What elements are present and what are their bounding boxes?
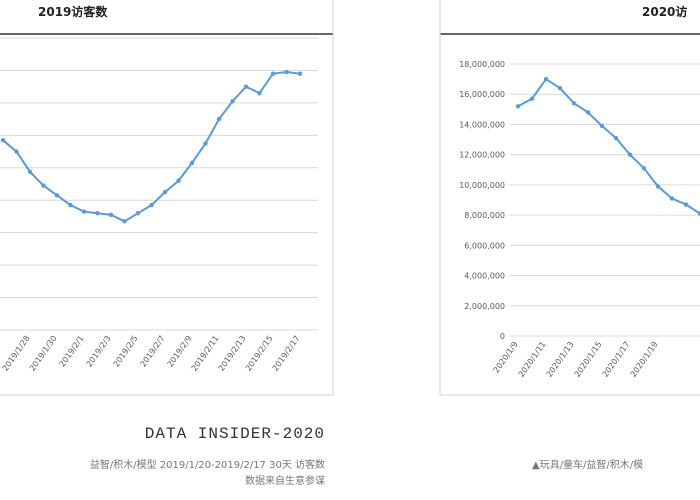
x-tick-label: 2020/1/19 [629, 340, 660, 379]
x-tick-label: 2020/1/17 [601, 340, 632, 379]
chart-title: 2020访 [642, 4, 687, 19]
data-point [270, 71, 276, 76]
x-tick-label: 2020/1/15 [573, 340, 604, 379]
data-point [230, 99, 235, 104]
data-point [68, 202, 73, 208]
y-tick-label: 2,000,000 [464, 302, 505, 311]
data-point [655, 184, 661, 189]
data-point [641, 166, 647, 171]
data-point [14, 149, 19, 154]
data-point [669, 196, 675, 201]
y-tick-label: 4,000,000 [464, 272, 505, 281]
data-point [54, 193, 60, 198]
data-point [176, 178, 181, 183]
y-tick-label: 14,000,000 [459, 120, 505, 129]
data-point [613, 135, 619, 141]
data-point [122, 219, 127, 224]
data-point [41, 183, 46, 188]
data-point [108, 212, 114, 218]
data-point [529, 96, 535, 101]
series-line [517, 77, 700, 215]
data-point [257, 90, 262, 96]
y-tick-label: 10,000,000 [459, 181, 505, 190]
data-point [543, 76, 549, 82]
data-point [571, 101, 577, 106]
footer: DATA INSIDER-2020 [145, 425, 325, 443]
data-point [683, 202, 689, 207]
series-line [2, 71, 301, 223]
y-tick-label: 16,000,000 [459, 90, 505, 99]
data-point [203, 141, 208, 146]
x-tick-label: 2019/2/5 [112, 334, 140, 369]
x-tick-label: 2020/1/9 [492, 340, 520, 375]
data-point [627, 152, 633, 157]
data-point [95, 211, 100, 216]
x-tick-label: 2019/2/3 [85, 334, 113, 369]
data-point [557, 85, 563, 91]
y-tick-label: 18,000,000 [459, 60, 505, 69]
x-tick-label: 2019/2/7 [139, 334, 167, 369]
caption: ▲玩具/童车/益智/积木/模 [532, 458, 643, 471]
data-point [515, 104, 521, 109]
data-point [149, 202, 154, 208]
y-tick-label: 12,000,000 [459, 151, 505, 160]
data-point [297, 71, 303, 76]
data-point [216, 116, 222, 122]
data-point [162, 189, 168, 195]
x-tick-label: 2020/1/11 [517, 340, 548, 379]
data-point [189, 160, 195, 166]
data-point [599, 123, 605, 129]
data-point [27, 169, 33, 175]
data-point [585, 110, 591, 115]
x-tick-label: 2019/2/1 [58, 334, 86, 369]
data-point [0, 138, 6, 143]
y-tick-label: 6,000,000 [464, 241, 505, 250]
x-tick-label: 2019/2/9 [166, 334, 194, 369]
data-point [135, 211, 141, 216]
chart-title: 2019访客数 [38, 4, 108, 19]
data-point [81, 209, 87, 214]
y-tick-label: 8,000,000 [464, 211, 505, 220]
caption: 益智/积木/模型 2019/1/20-2019/2/17 30天 访客数 [90, 458, 325, 471]
data-point [284, 69, 289, 75]
x-tick-label: 2019/2/17 [271, 334, 302, 373]
caption: 数据来自生意参谋 [245, 474, 325, 487]
x-tick-label: 2020/1/13 [545, 340, 576, 379]
x-tick-label: 2019/1/30 [28, 334, 59, 373]
y-tick-label: 0 [500, 332, 505, 341]
data-point [243, 84, 249, 89]
data-point [697, 211, 700, 216]
